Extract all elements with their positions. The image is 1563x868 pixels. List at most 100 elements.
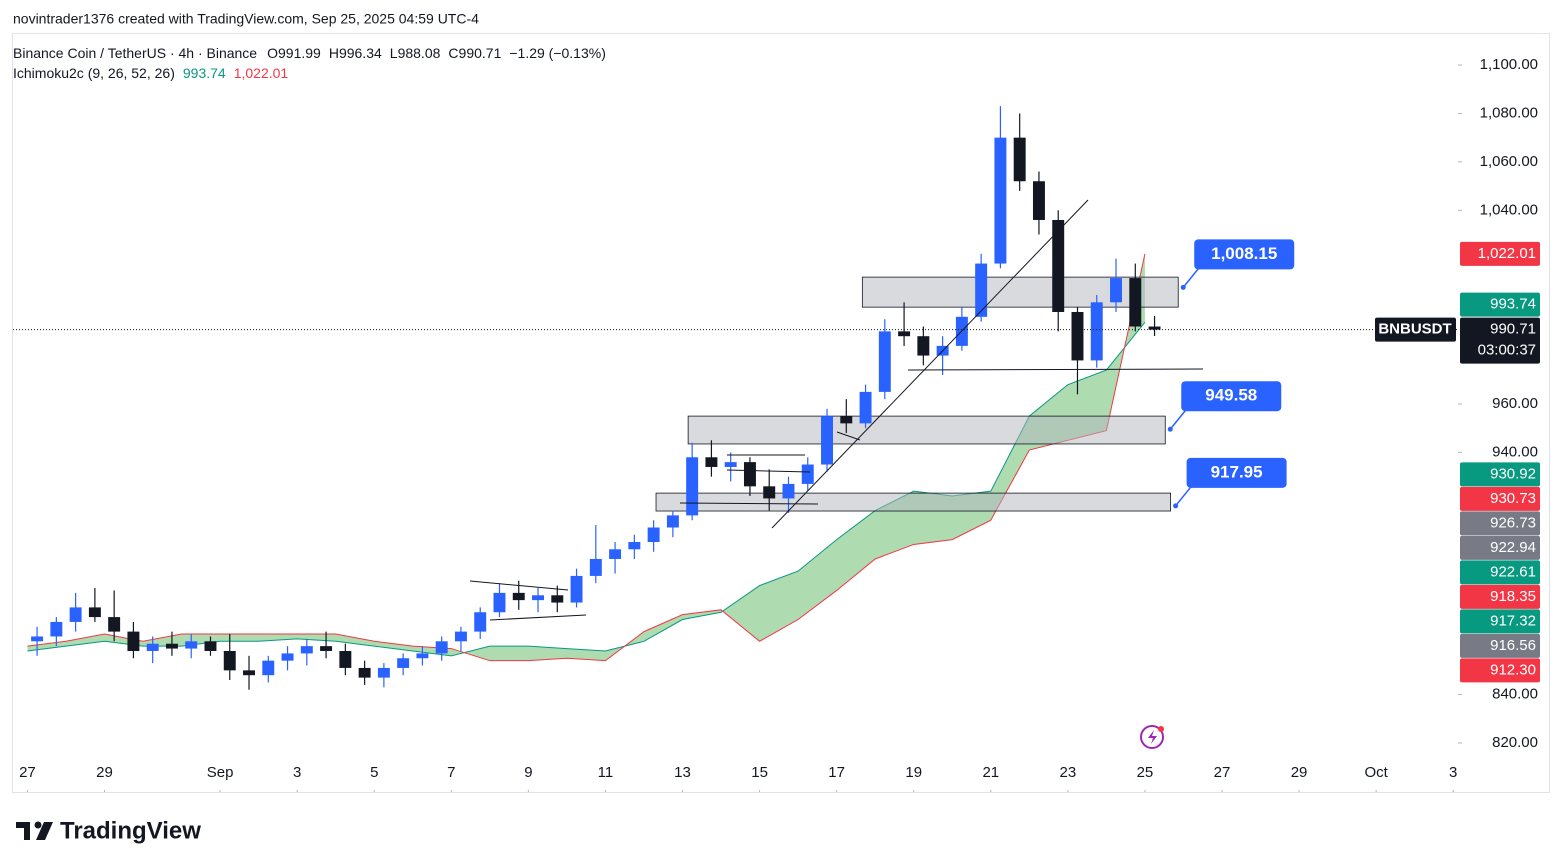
candle-body [281,653,294,661]
y-tick-label: 840.00 [1492,686,1538,703]
indicator-value: 1,022.01 [234,65,289,81]
pattern-line [726,469,811,473]
price-badge-label: 916.56 [1490,637,1536,654]
candle-body [782,483,795,499]
logo: TradingView [16,817,201,844]
candle-body [666,515,679,528]
alert-icon [1140,725,1164,749]
price-badge-label: 922.94 [1490,539,1536,556]
candle-body [127,631,140,651]
candle-body [204,641,217,651]
x-tick-label: 5 [370,764,378,781]
candle-body [165,643,178,649]
candle-body [493,592,506,613]
logo-mark [16,822,30,840]
span-b-line [27,253,1146,662]
zone [655,492,1172,512]
candle-body [435,641,448,654]
x-tick-label: 15 [751,764,768,781]
candle-body [821,416,833,465]
plot-area: 1,008.15 949.58 917.95 [27,106,1295,690]
x-tick-label: 19 [905,764,922,781]
candle-body [1013,137,1026,182]
symbol-label: BNBUSDT [1378,321,1451,338]
candle-body [474,612,487,632]
x-tick-label: 25 [1137,764,1154,781]
change: −1.29 (−0.13%) [509,45,606,61]
callout-pointer [1182,265,1201,288]
callout-box [1186,457,1287,488]
ohlc-key: L [390,45,398,61]
callout-box [1194,239,1295,270]
x-tick-label: 29 [96,764,113,781]
pattern-line [489,614,587,621]
y-tick-label: 1,060.00 [1480,153,1538,170]
candle-body [589,558,602,576]
candle-body [69,607,82,622]
candle-body [532,595,544,601]
candle-body [724,462,737,467]
price-badge [1460,535,1540,560]
callout-label: 949.58 [1205,386,1257,405]
x-tick-label: 9 [524,764,532,781]
candle-body [50,621,63,637]
candle-body [88,607,101,618]
price-badge [1460,462,1540,487]
candle-body [647,527,660,543]
ohlc-value: 988.08 [398,45,441,61]
support-line [907,368,1204,371]
candle-body [609,549,622,559]
candle-body [300,646,313,654]
candle-body [1032,181,1045,220]
y-tick-label: 1,100.00 [1480,56,1538,73]
price-badge-label: 918.35 [1490,588,1536,605]
price-badge-label: 926.73 [1490,514,1536,531]
price-badge [1460,511,1540,536]
candle-body [416,653,429,659]
callout-label: 917.95 [1211,462,1263,481]
drawings [469,199,1204,621]
icon-dot [1158,726,1164,732]
candle-body [243,670,255,676]
candle-body [743,462,756,487]
price-badge [1460,292,1540,317]
candle-body [1110,278,1122,303]
symbol-badge [1375,317,1456,342]
candle-body [570,575,583,603]
candle-body [1148,326,1161,330]
candle-body [686,457,699,516]
candle-body [763,486,776,499]
price-badge [1460,560,1540,585]
y-tick-label: 1,080.00 [1480,104,1538,121]
chart-frame [12,33,1550,793]
price-badge-label: 917.32 [1490,612,1536,629]
x-tick-label: 3 [293,764,301,781]
candle-body [146,643,159,651]
x-tick-label: 13 [674,764,691,781]
price-badge [1460,658,1540,683]
price-badge-label: 993.74 [1490,296,1536,313]
price-badge [1460,486,1540,511]
indicator-name: Ichimoku2c (9, 26, 52, 26) [13,65,175,81]
candle-body [320,646,333,651]
candle-body [1090,302,1103,361]
candle-body [454,631,467,642]
attribution: novintrader1376 created with TradingView… [13,11,479,27]
ohlc-value: 996.34 [339,45,382,61]
candle-body [1129,278,1142,327]
candle-body [628,542,641,550]
candle-body [1052,219,1065,312]
x-tick-label: 7 [447,764,455,781]
candle-body [185,641,198,649]
callout-pointer [1175,484,1194,507]
ohlc-key: H [329,45,339,61]
indicator-value: 993.74 [183,65,226,81]
price-badge-label: 922.61 [1490,563,1536,580]
x-tick-label: 27 [1214,764,1231,781]
trend-line [771,199,1089,529]
candle-body [859,391,872,424]
price-badge-label: 930.92 [1490,465,1536,482]
indicator-legend: Ichimoku2c (9, 26, 52, 26) 993.74 1,022.01 [13,65,288,81]
brand: TradingView [60,817,201,844]
y-tick-label: 1,040.00 [1480,201,1538,218]
